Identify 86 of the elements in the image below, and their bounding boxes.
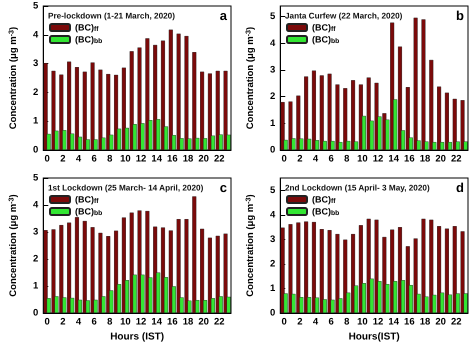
x-tick-label: 14 — [151, 316, 163, 328]
y-tick-label: 1 — [32, 280, 39, 292]
y-tick-label: 1 — [270, 282, 276, 294]
text: Janta Curfew (22 March, 2020) — [285, 12, 403, 20]
text: 1st Lockdown (25 March- 14 April, 2020) — [48, 184, 204, 192]
x-tick-label: 8 — [344, 154, 350, 164]
x-tick-label: 18 — [420, 154, 430, 164]
x-tick-label: 14 — [388, 154, 400, 164]
y-tick-label: 1 — [270, 118, 276, 129]
x-tick-label: 2 — [297, 316, 302, 328]
x-tick-label: 2 — [60, 316, 66, 328]
bar — [44, 230, 48, 313]
x-tick-label: 6 — [91, 316, 97, 328]
bar — [280, 102, 285, 150]
x-tick-label: 2 — [60, 154, 66, 164]
x-tick-label: 12 — [136, 154, 146, 164]
x-tick-label: 0 — [282, 316, 287, 328]
y-tick-label: 2 — [32, 254, 38, 264]
x-tick-label: 20 — [198, 154, 209, 164]
y-tick-label: 4 — [270, 209, 276, 220]
x-tick-label: 16 — [167, 316, 178, 328]
y-tick-label: 5 — [270, 184, 276, 196]
x-tick-label: 22 — [450, 154, 462, 164]
x-tick-label: 2 — [297, 154, 302, 164]
x-tick-label: 10 — [120, 154, 131, 164]
y-tick-label: 3 — [270, 64, 276, 76]
x-tick-label: 6 — [91, 154, 97, 164]
y-tick-label: 0 — [32, 144, 38, 156]
y-tick-label: 1 — [32, 116, 39, 127]
y-tick-label: 0 — [270, 308, 276, 318]
y-tick-label: 5 — [270, 11, 276, 22]
y-tick-label: 4 — [32, 200, 39, 210]
x-tick-label: 14 — [388, 316, 400, 328]
y-tick-label: 4 — [270, 38, 276, 49]
x-tick-label: 6 — [328, 154, 334, 164]
x-tick-label: 8 — [107, 316, 112, 328]
x-tick-label: 20 — [198, 316, 209, 328]
x-tick-label: 20 — [435, 154, 446, 164]
text: Pre-lockdown (1-21 March, 2020) — [48, 12, 176, 20]
y-tick-label: 3 — [32, 58, 38, 70]
annotation: d — [456, 180, 464, 195]
x-tick-label: 14 — [151, 154, 163, 164]
x-tick-label: 16 — [404, 154, 415, 164]
x-tick-label: 6 — [328, 316, 334, 328]
x-tick-label: 8 — [344, 316, 350, 328]
y-tick-label: 2 — [32, 86, 38, 98]
annotation: a — [220, 8, 228, 23]
x-tick-label: 4 — [312, 154, 319, 164]
x-tick-label: 0 — [44, 316, 50, 328]
x-tick-label: 0 — [282, 154, 287, 164]
y-tick-label: 3 — [270, 234, 276, 245]
y-tick-label: 2 — [270, 91, 276, 102]
x-tick-label: 8 — [107, 154, 112, 164]
x-tick-label: 4 — [76, 316, 82, 328]
x-axis-title: Hours (IST) — [110, 331, 164, 342]
x-tick-label: 22 — [214, 154, 225, 164]
bar — [44, 63, 48, 150]
annotation: c — [220, 180, 228, 195]
x-tick-label: 20 — [435, 316, 446, 328]
x-tick-label: 16 — [167, 154, 178, 164]
x-tick-label: 22 — [450, 316, 462, 328]
x-tick-label: 10 — [357, 154, 368, 164]
x-tick-label: 16 — [404, 316, 415, 328]
x-tick-label: 12 — [372, 154, 384, 164]
x-tick-label: 18 — [182, 316, 194, 328]
y-tick-label: 3 — [32, 226, 38, 238]
y-tick-label: 0 — [32, 308, 38, 318]
x-tick-label: 4 — [76, 154, 82, 164]
annotation: b — [456, 8, 464, 23]
x-tick-label: 4 — [312, 316, 319, 328]
x-tick-label: 12 — [372, 316, 384, 328]
bar — [280, 228, 285, 313]
x-axis-title: Hours(IST) — [348, 331, 400, 342]
y-tick-label: 2 — [270, 258, 276, 270]
y-tick-label: 0 — [270, 144, 276, 156]
x-tick-label: 12 — [136, 316, 146, 328]
x-tick-label: 10 — [357, 316, 368, 328]
x-tick-label: 0 — [44, 154, 50, 164]
x-tick-label: 10 — [120, 316, 131, 328]
x-tick-label: 18 — [420, 316, 430, 328]
x-tick-label: 18 — [182, 154, 194, 164]
y-tick-label: 5 — [32, 0, 39, 12]
x-tick-label: 22 — [214, 316, 225, 328]
text: 2nd Lockdown (15 April- 3 May, 2020) — [285, 184, 430, 192]
y-tick-label: 4 — [32, 29, 39, 40]
y-tick-label: 5 — [32, 172, 39, 184]
